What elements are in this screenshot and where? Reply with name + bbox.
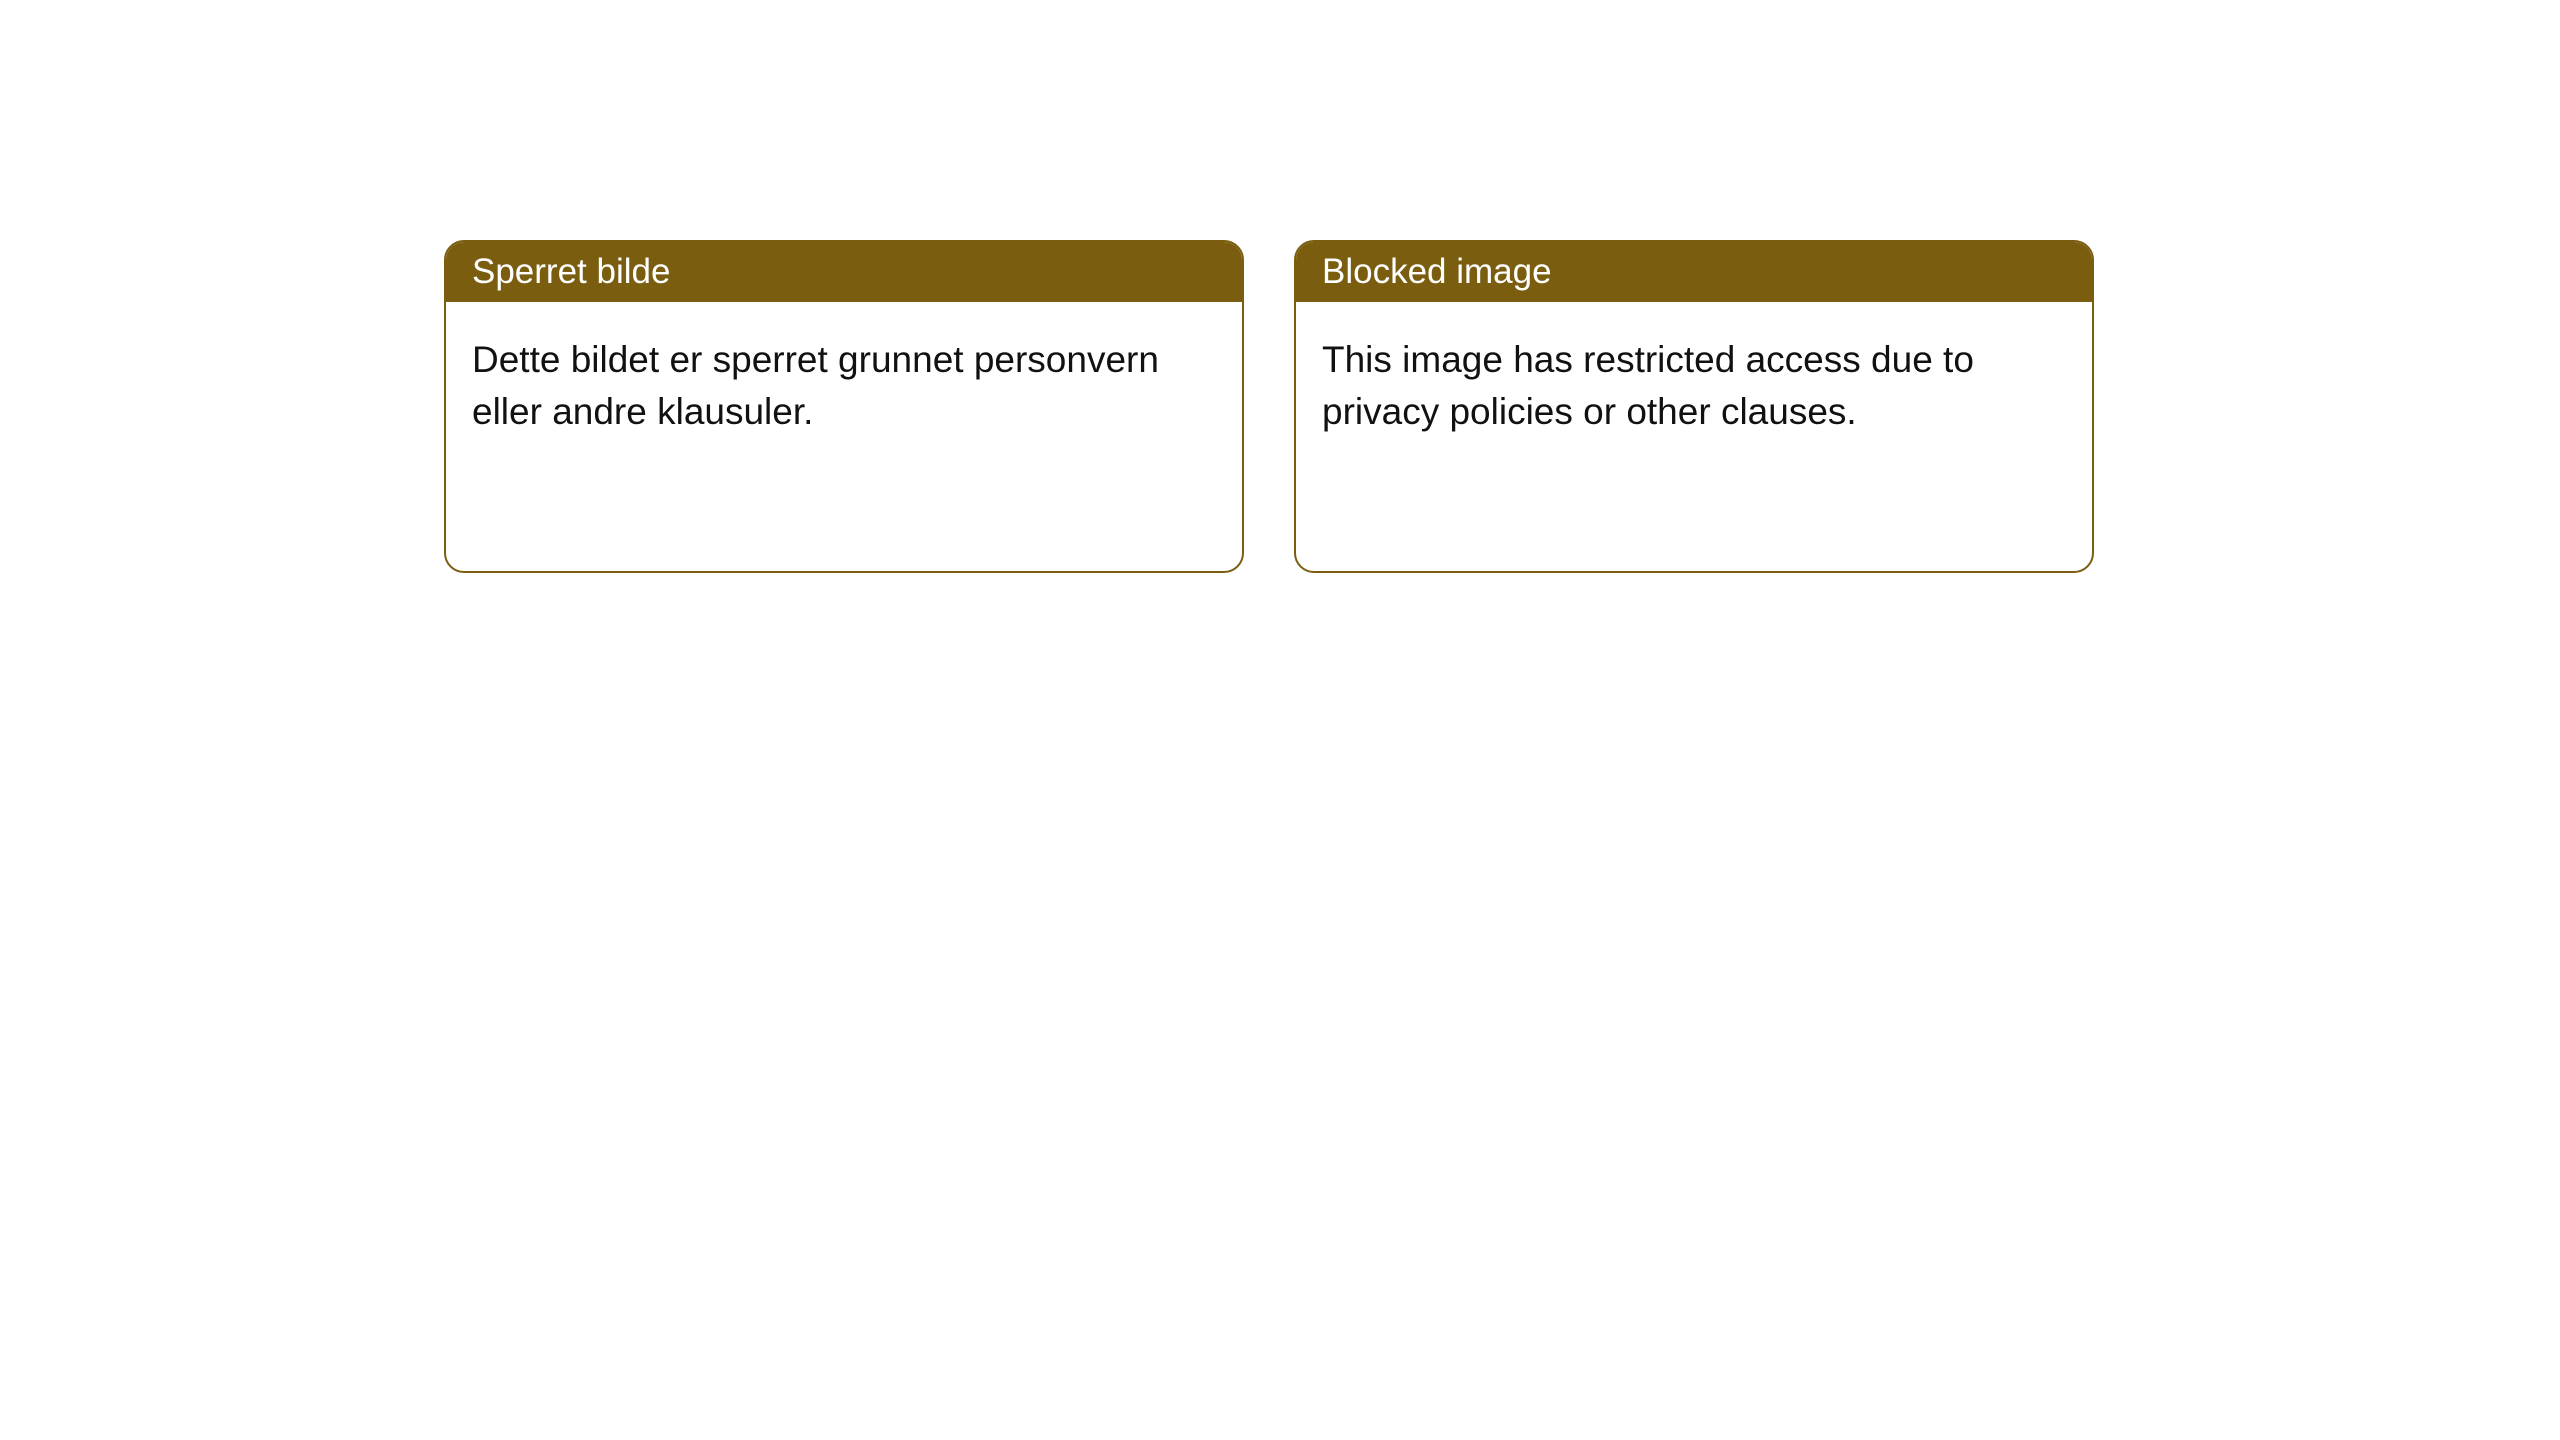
notice-body: This image has restricted access due to …	[1296, 302, 2092, 470]
notice-title: Blocked image	[1322, 252, 1552, 291]
notice-body: Dette bildet er sperret grunnet personve…	[446, 302, 1242, 470]
notice-title: Sperret bilde	[472, 252, 670, 291]
notice-card-norwegian: Sperret bilde Dette bildet er sperret gr…	[444, 240, 1244, 573]
notice-container: Sperret bilde Dette bildet er sperret gr…	[0, 0, 2560, 573]
notice-header: Sperret bilde	[446, 242, 1242, 302]
notice-card-english: Blocked image This image has restricted …	[1294, 240, 2094, 573]
notice-header: Blocked image	[1296, 242, 2092, 302]
notice-text: This image has restricted access due to …	[1322, 339, 1974, 432]
notice-text: Dette bildet er sperret grunnet personve…	[472, 339, 1159, 432]
